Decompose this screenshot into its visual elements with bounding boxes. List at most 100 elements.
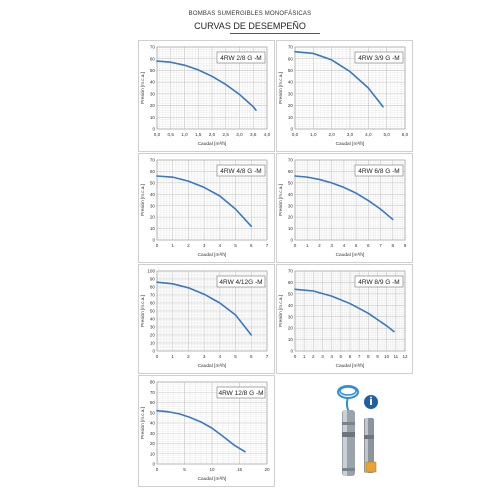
pump-product-image bbox=[322, 380, 402, 480]
y-tick-label: 40 bbox=[288, 80, 294, 85]
x-tick-label: 0,0 bbox=[154, 132, 161, 137]
chart-title: 4RW 4/12G -M bbox=[219, 279, 262, 286]
y-tick-label: 50 bbox=[150, 410, 156, 415]
y-tick-label: 0 bbox=[152, 349, 155, 354]
y-axis-label: Presión [m.c.a.] bbox=[278, 295, 283, 327]
x-tick-label: 3 bbox=[330, 243, 333, 248]
chart-panel: 0,0 0,5 1,0 1,5 2,0 2,5 3,0 3,5 4,0 0 10 20 30 40 50 60… bbox=[138, 40, 275, 152]
y-tick-label: 10 bbox=[150, 226, 156, 231]
x-tick-label: 2 bbox=[187, 354, 190, 359]
y-tick-label: 0 bbox=[152, 238, 155, 243]
header-title: CURVAS DE DESEMPEÑO bbox=[194, 21, 306, 31]
y-tick-label: 70 bbox=[288, 269, 294, 274]
x-tick-label: 11 bbox=[393, 354, 398, 359]
x-tick-label: 5 bbox=[234, 354, 237, 359]
plot-frame bbox=[156, 46, 268, 130]
x-tick-label: 9 bbox=[376, 354, 379, 359]
x-tick-label: 3 bbox=[203, 354, 206, 359]
x-tick-label: 12 bbox=[402, 354, 408, 359]
x-axis-label: Caudal [m³/h] bbox=[198, 141, 227, 147]
chart-panel: 0 1 2 3 4 5 6 7 0 10 20 30 40 50 60 70 80 90 100 Caudal [m³… bbox=[138, 264, 275, 374]
y-tick-label: 40 bbox=[288, 192, 294, 197]
y-tick-label: 70 bbox=[288, 158, 294, 163]
x-tick-label: 4,0 bbox=[264, 132, 271, 137]
y-tick-label: 10 bbox=[288, 115, 294, 120]
y-tick-label: 10 bbox=[288, 226, 294, 231]
x-tick-label: 1,5 bbox=[195, 132, 202, 137]
x-tick-label: 4 bbox=[219, 243, 222, 248]
y-tick-label: 30 bbox=[288, 203, 294, 208]
y-tick-label: 50 bbox=[288, 180, 294, 185]
y-tick-label: 20 bbox=[288, 326, 294, 331]
performance-curve bbox=[156, 409, 246, 453]
y-tick-label: 70 bbox=[150, 293, 156, 298]
y-tick-label: 30 bbox=[150, 431, 156, 436]
x-tick-label: 0 bbox=[294, 354, 297, 359]
y-tick-label: 10 bbox=[150, 341, 156, 346]
y-tick-label: 50 bbox=[150, 68, 156, 73]
y-axis-label: Presión [m.c.a.] bbox=[140, 295, 145, 327]
x-tick-label: 6 bbox=[250, 354, 253, 359]
y-tick-label: 20 bbox=[150, 103, 156, 108]
y-axis-label: Presión [m.c.a.] bbox=[278, 184, 283, 216]
x-tick-label: 2,5 bbox=[223, 132, 230, 137]
x-tick-label: 0 bbox=[156, 354, 159, 359]
y-tick-label: 0 bbox=[290, 349, 293, 354]
x-tick-label: 5 bbox=[234, 243, 237, 248]
y-tick-label: 60 bbox=[150, 169, 156, 174]
performance-curve bbox=[294, 288, 395, 333]
y-tick-label: 10 bbox=[150, 451, 156, 456]
x-axis-label: Caudal [m³/h] bbox=[336, 141, 365, 147]
x-tick-label: 4 bbox=[219, 354, 222, 359]
y-tick-label: 0 bbox=[152, 127, 155, 132]
x-tick-label: 0,5 bbox=[168, 132, 175, 137]
x-tick-label: 6 bbox=[349, 354, 352, 359]
y-tick-label: 30 bbox=[150, 325, 156, 330]
chart-panel: 0 1 2 3 4 5 6 7 0 10 20 30 40 50 60 70 Caudal [m³/h] Pres… bbox=[138, 153, 275, 263]
x-tick-label: 0,0 bbox=[292, 132, 299, 137]
x-tick-label: 7 bbox=[266, 243, 269, 248]
y-tick-label: 80 bbox=[150, 285, 156, 290]
x-tick-label: 7 bbox=[358, 354, 361, 359]
y-tick-label: 30 bbox=[288, 314, 294, 319]
x-tick-label: 8 bbox=[391, 243, 394, 248]
x-axis-label: Caudal [m³/h] bbox=[198, 363, 227, 369]
x-tick-label: 1 bbox=[171, 354, 174, 359]
y-tick-label: 80 bbox=[150, 380, 156, 385]
chart-title: 4RW 3/9 G -M bbox=[358, 55, 399, 62]
y-tick-label: 60 bbox=[288, 280, 294, 285]
x-tick-label: 1,0 bbox=[181, 132, 188, 137]
y-tick-label: 70 bbox=[150, 158, 156, 163]
y-tick-label: 10 bbox=[150, 115, 156, 120]
plot-frame bbox=[294, 46, 406, 130]
chart-title: 4RW 6/8 G -M bbox=[358, 168, 399, 175]
y-tick-label: 70 bbox=[288, 45, 294, 50]
y-tick-label: 30 bbox=[150, 203, 156, 208]
y-axis-label: Presión [m.c.a.] bbox=[140, 72, 145, 104]
x-tick-label: 0 bbox=[156, 467, 159, 472]
y-tick-label: 0 bbox=[290, 127, 293, 132]
y-tick-label: 30 bbox=[150, 91, 156, 96]
plot-frame bbox=[156, 270, 268, 352]
x-tick-label: 3,0 bbox=[236, 132, 243, 137]
x-axis-label: Caudal [m³/h] bbox=[198, 252, 227, 258]
x-tick-label: 2,0 bbox=[328, 132, 335, 137]
x-tick-label: 9 bbox=[404, 243, 407, 248]
x-tick-label: 3 bbox=[203, 243, 206, 248]
chart-svg: 0 5 10 15 20 0 10 20 30 40 50 60 70 80 Caudal [m³/h] Pr… bbox=[140, 380, 270, 482]
x-tick-label: 2 bbox=[318, 243, 321, 248]
x-tick-label: 0 bbox=[294, 243, 297, 248]
x-tick-label: 15 bbox=[237, 467, 243, 472]
y-tick-label: 60 bbox=[150, 301, 156, 306]
y-tick-label: 70 bbox=[150, 390, 156, 395]
y-tick-label: 40 bbox=[150, 421, 156, 426]
y-tick-label: 60 bbox=[150, 56, 156, 61]
chart-title-box bbox=[216, 386, 266, 399]
chart-title: 4RW 2/8 G -M bbox=[220, 55, 261, 62]
chart-title: 4RW 4/8 G -M bbox=[220, 168, 261, 175]
chart-svg: 0,0 0,5 1,0 1,5 2,0 2,5 3,0 3,5 4,0 0 10 20 30 40 50 60… bbox=[140, 45, 271, 147]
y-tick-label: 60 bbox=[288, 169, 294, 174]
